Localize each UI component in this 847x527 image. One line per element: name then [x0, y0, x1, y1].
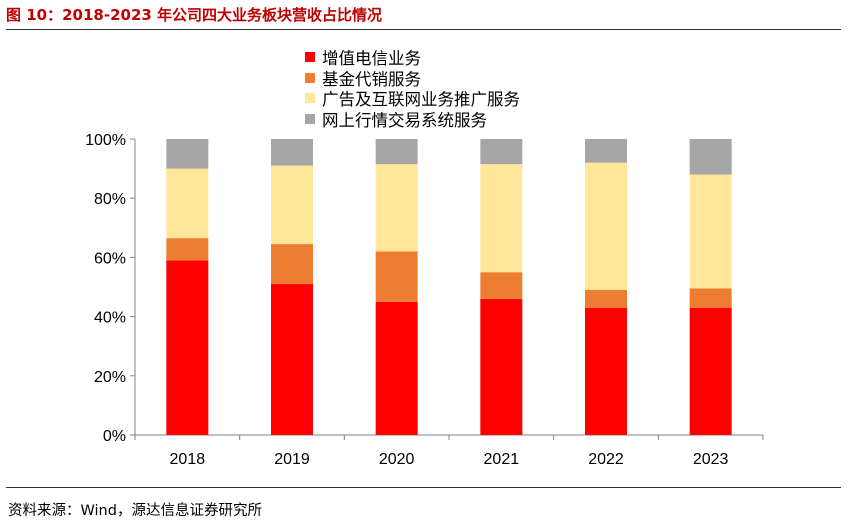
x-tick-label: 2023	[693, 451, 729, 468]
source-divider	[6, 487, 841, 488]
legend-label: 基金代销服务	[322, 69, 421, 89]
legend-label: 增值电信业务	[322, 49, 421, 69]
bar-segment	[166, 139, 209, 169]
legend-swatch	[305, 72, 315, 83]
title-divider	[6, 29, 841, 30]
bar-segment	[480, 164, 523, 273]
bar-segment	[689, 139, 732, 175]
bar-segment	[480, 272, 523, 299]
y-tick-label: 60%	[94, 250, 126, 267]
bar-segment	[375, 251, 418, 302]
x-tick-label: 2022	[588, 451, 624, 468]
bar-segment	[480, 139, 523, 165]
bar-segment	[271, 244, 313, 285]
bar-segment	[375, 301, 418, 435]
bar-segment	[375, 164, 418, 252]
x-tick-label: 2020	[379, 451, 415, 468]
bar-segment	[271, 139, 313, 166]
bar-segment	[689, 174, 732, 289]
stacked-bar-chart: 0% 20% 40% 60% 80% 100% 2018 2019 2020 2021 2022 20…	[85, 132, 764, 468]
x-tick-label: 2019	[274, 451, 310, 468]
bar-segment	[166, 168, 209, 239]
chart-legend: 增值电信业务 基金代销服务 广告及互联网业务推广服务 网上行情交易系统服务	[305, 47, 520, 130]
bar-segment	[689, 307, 732, 435]
source-note: 资料来源：Wind，源达信息证券研究所	[8, 503, 262, 519]
bar-segment	[585, 162, 627, 290]
bar-segment	[480, 298, 523, 435]
bar-segment	[375, 139, 418, 165]
bar-segment	[585, 139, 627, 163]
x-tick-label: 2021	[484, 451, 520, 468]
bar-segment	[166, 238, 209, 261]
legend-swatch	[305, 93, 315, 104]
legend-item: 基金代销服务	[305, 68, 520, 89]
bar-segment	[585, 289, 627, 308]
y-tick-label: 20%	[94, 369, 126, 386]
y-tick-label: 40%	[94, 310, 126, 327]
x-tick-label: 2018	[170, 451, 206, 468]
bar-segment	[271, 165, 313, 245]
y-tick-label: 0%	[103, 428, 126, 445]
legend-label: 广告及互联网业务推广服务	[322, 90, 520, 110]
legend-item: 增值电信业务	[305, 47, 520, 68]
bar-segment	[166, 260, 209, 435]
bar-segment	[271, 284, 313, 435]
legend-item: 网上行情交易系统服务	[305, 109, 520, 130]
y-tick-label: 100%	[85, 132, 126, 149]
legend-swatch	[305, 52, 315, 63]
legend-item: 广告及互联网业务推广服务	[305, 88, 520, 109]
bar-segment	[585, 307, 627, 435]
legend-label: 网上行情交易系统服务	[322, 110, 487, 130]
figure-title: 图 10：2018-2023 年公司四大业务板块营收占比情况	[6, 6, 383, 24]
bar-segment	[689, 288, 732, 308]
y-tick-label: 80%	[94, 191, 126, 208]
legend-swatch	[305, 113, 315, 124]
